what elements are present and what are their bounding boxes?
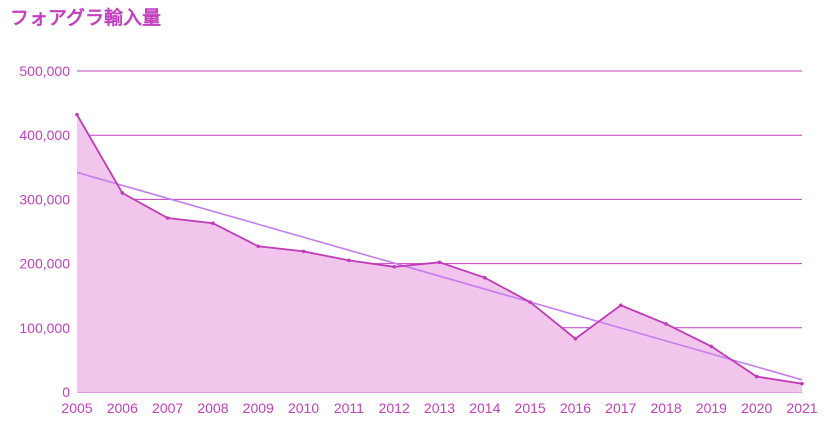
x-tick-label: 2015 <box>515 400 546 416</box>
y-tick-label: 500,000 <box>19 63 70 79</box>
chart-title: フォアグラ輸入量 <box>10 7 162 29</box>
y-tick-label: 300,000 <box>19 191 70 207</box>
y-axis-labels: 0 100,000 200,000 300,000 400,000 500,000 <box>19 63 70 400</box>
data-point <box>618 303 623 308</box>
data-point <box>800 381 804 386</box>
x-tick-label: 2016 <box>560 400 591 416</box>
y-tick-label: 0 <box>62 384 70 400</box>
x-tick-label: 2010 <box>288 400 319 416</box>
x-tick-label: 2013 <box>424 400 455 416</box>
data-point <box>664 322 668 326</box>
trend-line <box>76 171 803 381</box>
x-axis-labels: 2005 2006 2007 2008 2009 2010 2011 2012 2013 2014… <box>61 400 817 416</box>
data-point <box>165 216 170 220</box>
x-tick-label: 2018 <box>650 400 681 416</box>
area-fill <box>77 114 802 392</box>
x-tick-label: 2012 <box>379 400 410 416</box>
x-tick-label: 2014 <box>469 400 500 416</box>
data-point <box>709 344 714 349</box>
data-point <box>573 336 578 341</box>
data-point <box>301 249 306 254</box>
data-point <box>437 260 442 265</box>
x-tick-label: 2017 <box>605 400 636 416</box>
data-point <box>120 191 125 195</box>
x-tick-label: 2007 <box>152 400 183 416</box>
data-point <box>754 374 759 379</box>
data-point <box>528 300 532 304</box>
y-tick-label: 200,000 <box>19 256 70 272</box>
data-point <box>483 275 487 280</box>
x-tick-label: 2020 <box>741 400 772 416</box>
data-point <box>211 221 215 225</box>
x-tick-label: 2019 <box>696 400 727 416</box>
x-tick-label: 2005 <box>61 400 92 416</box>
x-tick-label: 2011 <box>334 400 364 416</box>
data-point <box>256 244 261 249</box>
x-tick-label: 2009 <box>243 400 274 416</box>
data-point <box>392 265 396 269</box>
data-point <box>75 112 79 117</box>
data-points <box>75 112 804 386</box>
data-point <box>347 258 351 263</box>
x-tick-label: 2006 <box>107 400 138 416</box>
x-tick-label: 2021 <box>786 400 817 416</box>
x-tick-label: 2008 <box>197 400 228 416</box>
y-tick-label: 100,000 <box>19 320 70 336</box>
y-tick-label: 400,000 <box>19 127 70 143</box>
